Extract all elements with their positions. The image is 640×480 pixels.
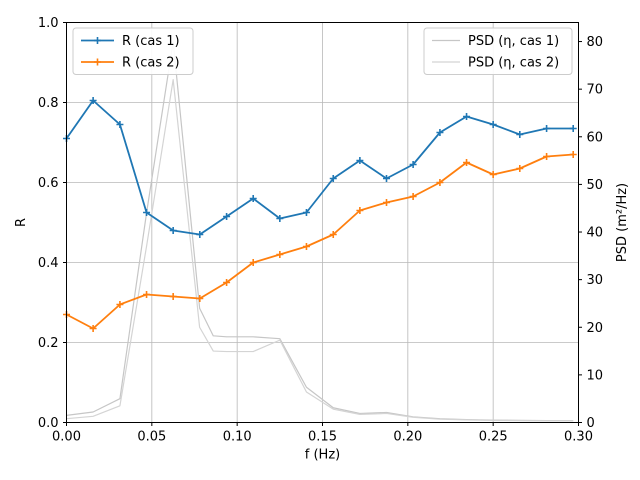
x-axis-label: f (Hz) xyxy=(305,448,340,463)
y-right-tick-label: 40 xyxy=(587,226,604,241)
tick-labels: 0.00 0.05 0.10 0.15 0.20 0.25 0.30 0.0 0.2 0.4 0.6… xyxy=(38,16,603,445)
y-left-tick-label: 0.4 xyxy=(38,256,59,271)
y-left-tick-label: 0.6 xyxy=(38,176,59,191)
legend-plus-marker xyxy=(94,37,101,44)
series-1 xyxy=(63,97,577,238)
y-right-tick-label: 30 xyxy=(587,273,604,288)
x-tick-label: 0.15 xyxy=(308,430,337,445)
y-right-tick-label: 60 xyxy=(587,130,604,145)
y-left-tick-label: 0.0 xyxy=(38,416,59,431)
legend-entry-label: PSD (η, cas 2) xyxy=(468,56,559,71)
y-left-tick-label: 0.8 xyxy=(38,96,59,111)
y-left-tick-label: 0.2 xyxy=(38,336,59,351)
legend-entry-label: PSD (η, cas 1) xyxy=(468,34,559,49)
tick-marks xyxy=(63,22,582,426)
x-tick-label: 0.10 xyxy=(223,430,252,445)
legend-upper-right: PSD (η, cas 1) PSD (η, cas 2) xyxy=(423,27,573,75)
x-tick-label: 0.20 xyxy=(393,430,422,445)
x-tick-label: 0.00 xyxy=(52,430,81,445)
y-right-tick-label: 80 xyxy=(587,35,604,50)
y-right-tick-label: 50 xyxy=(587,178,604,193)
y-left-axis-label: R xyxy=(14,218,29,227)
x-tick-label: 0.30 xyxy=(564,430,593,445)
legend-upper-left: R (cas 1) R (cas 2) xyxy=(72,27,194,75)
y-right-axis-label: PSD (m²/Hz) xyxy=(615,183,630,262)
x-tick-label: 0.25 xyxy=(479,430,508,445)
series-4 xyxy=(66,79,574,422)
y-right-tick-label: 20 xyxy=(587,321,604,336)
series-line xyxy=(65,99,574,236)
y-right-tick-label: 70 xyxy=(587,83,604,98)
y-right-tick-label: 0 xyxy=(587,416,595,431)
legend-entry-label: R (cas 2) xyxy=(122,56,180,71)
legend-box xyxy=(423,27,573,75)
legend-plus-marker xyxy=(94,58,101,66)
x-tick-label: 0.05 xyxy=(137,430,166,445)
legend-entry-label: R (cas 1) xyxy=(122,34,180,49)
series-line xyxy=(66,79,574,422)
series-line xyxy=(66,153,574,330)
y-left-tick-label: 1.0 xyxy=(38,16,59,31)
y-right-tick-label: 10 xyxy=(587,368,604,383)
